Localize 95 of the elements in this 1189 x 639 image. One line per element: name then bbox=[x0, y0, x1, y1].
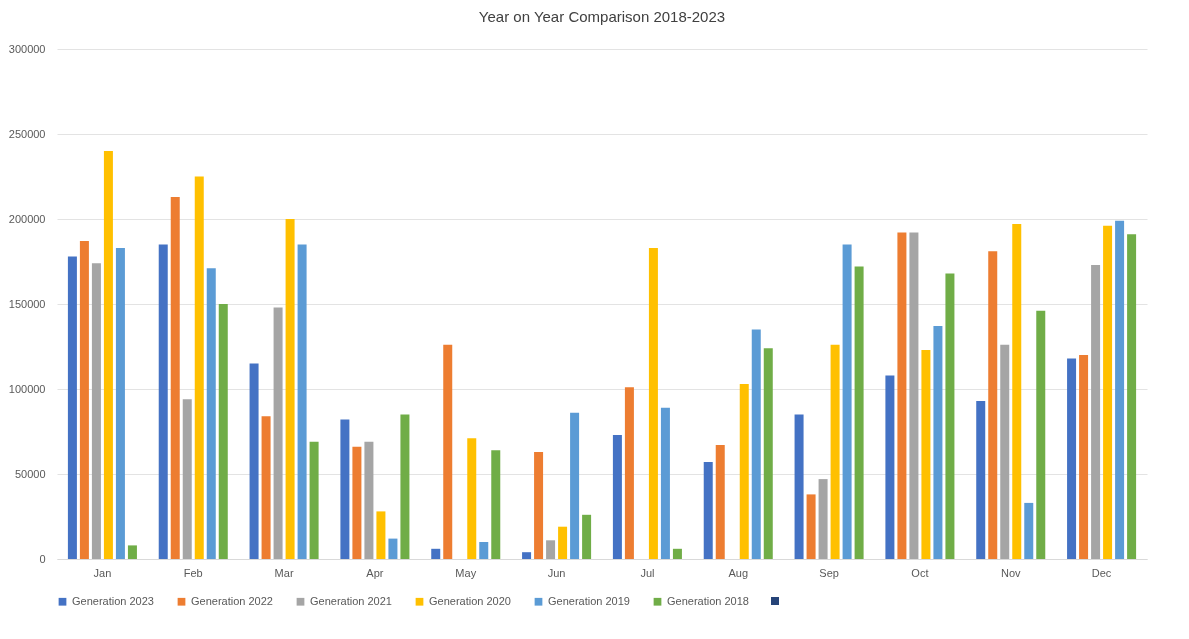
bar bbox=[624, 387, 634, 559]
bar bbox=[1079, 355, 1089, 559]
bar bbox=[1091, 264, 1101, 559]
bar bbox=[182, 399, 192, 559]
x-tick-label: Aug bbox=[728, 566, 749, 579]
bar bbox=[794, 414, 804, 559]
bar bbox=[897, 232, 907, 559]
bar bbox=[909, 232, 919, 559]
x-tick-label: May bbox=[455, 566, 477, 579]
bar bbox=[431, 548, 441, 559]
bar bbox=[479, 542, 489, 559]
x-tick-label: Feb bbox=[183, 566, 203, 579]
bar bbox=[218, 304, 228, 559]
bar bbox=[115, 247, 125, 559]
bar bbox=[1115, 220, 1125, 559]
x-tick-label: Apr bbox=[366, 566, 384, 579]
bar bbox=[534, 451, 544, 559]
bar bbox=[715, 445, 725, 559]
bar bbox=[976, 400, 986, 559]
bar bbox=[273, 307, 283, 559]
bar bbox=[842, 244, 852, 559]
bar bbox=[558, 526, 568, 559]
bar bbox=[297, 244, 307, 559]
bar bbox=[340, 419, 350, 559]
bar bbox=[206, 268, 216, 559]
y-tick-label: 100000 bbox=[8, 382, 46, 395]
legend-label: Generation 2020 bbox=[429, 594, 511, 607]
bar bbox=[1067, 358, 1077, 559]
bar bbox=[103, 151, 113, 559]
x-tick-label: Jun bbox=[547, 566, 566, 579]
bar bbox=[522, 552, 532, 559]
bar bbox=[364, 441, 374, 559]
bar bbox=[921, 349, 931, 559]
bar bbox=[763, 348, 773, 559]
bar bbox=[1012, 224, 1022, 559]
bar bbox=[91, 263, 101, 559]
bar bbox=[818, 479, 828, 559]
x-tick-label: Sep bbox=[819, 566, 839, 579]
bar bbox=[194, 176, 204, 559]
x-tick-label: Nov bbox=[1000, 566, 1022, 579]
bar bbox=[751, 329, 761, 559]
bar bbox=[1024, 502, 1034, 559]
bar bbox=[285, 219, 295, 559]
bar bbox=[127, 545, 137, 559]
bar bbox=[988, 251, 998, 559]
bar bbox=[1036, 310, 1046, 559]
x-tick-label: Jan bbox=[93, 566, 112, 579]
bar bbox=[612, 434, 622, 559]
bar bbox=[739, 383, 749, 559]
legend-label: Generation 2018 bbox=[667, 594, 749, 607]
y-tick-label: 150000 bbox=[8, 297, 46, 310]
bar bbox=[67, 256, 77, 559]
legend-label: Generation 2023 bbox=[72, 594, 154, 607]
bar bbox=[1127, 234, 1137, 559]
bar bbox=[885, 375, 895, 559]
legend-label: Generation 2022 bbox=[191, 594, 273, 607]
bar bbox=[703, 462, 713, 559]
bar bbox=[933, 326, 943, 559]
bar bbox=[170, 196, 180, 559]
bar bbox=[309, 441, 319, 559]
y-tick-label: 250000 bbox=[8, 127, 46, 140]
bar bbox=[1103, 225, 1113, 559]
chart-title: Year on Year Comparison 2018-2023 bbox=[478, 8, 726, 25]
bar bbox=[648, 247, 658, 559]
x-tick-label: Oct bbox=[911, 566, 929, 579]
bar bbox=[546, 540, 556, 559]
bar bbox=[491, 450, 501, 559]
bar bbox=[79, 241, 89, 559]
bar bbox=[945, 273, 955, 559]
y-tick-label: 200000 bbox=[8, 212, 46, 225]
bar bbox=[672, 548, 682, 559]
bar bbox=[854, 266, 864, 559]
y-tick-label: 300000 bbox=[8, 42, 46, 55]
bar bbox=[806, 494, 816, 559]
x-tick-label: Mar bbox=[274, 566, 294, 579]
bar bbox=[443, 344, 453, 559]
bar bbox=[467, 438, 477, 559]
bar bbox=[261, 416, 271, 559]
y-tick-label: 50000 bbox=[14, 467, 46, 480]
bar bbox=[158, 244, 168, 559]
bar bbox=[388, 538, 398, 559]
x-tick-label: Jul bbox=[640, 566, 655, 579]
bar bbox=[249, 363, 259, 559]
bar bbox=[570, 412, 580, 559]
bar bbox=[352, 446, 362, 559]
bar bbox=[1000, 344, 1010, 559]
x-tick-label: Dec bbox=[1091, 566, 1112, 579]
bar bbox=[830, 344, 840, 559]
legend-label: Generation 2021 bbox=[310, 594, 392, 607]
bar bbox=[660, 407, 670, 559]
bar bbox=[582, 514, 592, 559]
bar bbox=[400, 414, 410, 559]
bar bbox=[376, 511, 386, 559]
y-tick-label: 0 bbox=[39, 552, 46, 565]
legend-label: Generation 2019 bbox=[548, 594, 630, 607]
